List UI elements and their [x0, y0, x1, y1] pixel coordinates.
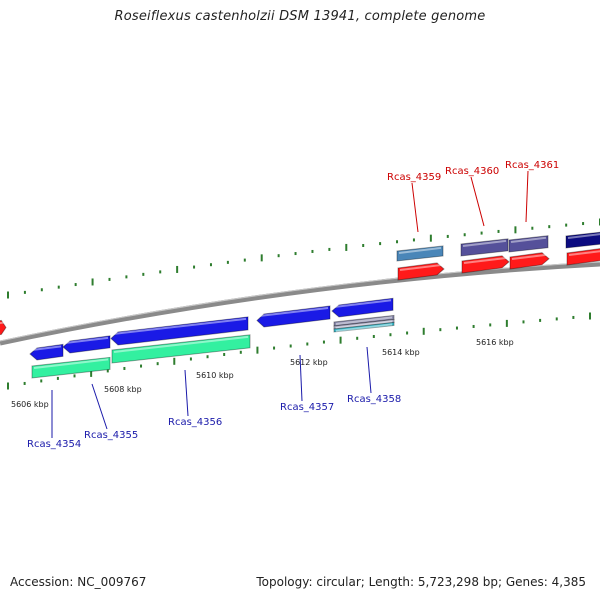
cds-bar [460, 238, 509, 257]
cds-bar [508, 235, 549, 253]
gene-bar-highlight [113, 335, 249, 353]
cds-arrow-highlight [0, 321, 5, 325]
scale-labels: 5606 kbp 5608 kbp 5610 kbp 5612 kbp 5614 kbp… [11, 338, 514, 409]
cds-arrow [331, 297, 394, 318]
cds-arrow-highlight [399, 263, 443, 271]
cds-arrow-highlight [258, 306, 329, 317]
gene-bar-highlight [335, 323, 393, 332]
gene-label: Rcas_4356 [168, 417, 222, 428]
minus-strand-tick-track [7, 312, 591, 390]
cds-arrow-highlight [463, 256, 508, 264]
cds-arrow-highlight [31, 345, 62, 351]
scale-label: 5614 kbp [382, 348, 420, 357]
gene-bar-highlight [335, 316, 393, 325]
accession-text: Accession: NC_009767 [10, 575, 147, 589]
gene-label-leaders [51, 170, 529, 438]
cds-arrow [397, 262, 445, 281]
plus-strand-tick-track [7, 218, 600, 299]
map-title: Roseiflexus castenholzii DSM 13941, comp… [114, 9, 486, 24]
cds-arrow-highlight [64, 336, 109, 344]
cds-arrow [461, 255, 510, 274]
scale-label: 5612 kbp [290, 358, 328, 367]
cds-arrow [29, 343, 64, 361]
leader-line [184, 369, 189, 417]
genome-summary-text: Topology: circular; Length: 5,723,298 bp… [256, 575, 586, 589]
gene-label: Rcas_4359 [387, 172, 441, 183]
scale-label: 5608 kbp [104, 385, 142, 394]
cds-arrow [256, 305, 331, 328]
scale-label: 5606 kbp [11, 400, 49, 409]
cds-arrow [566, 248, 600, 266]
scale-label: 5616 kbp [476, 338, 514, 347]
gene-label: Rcas_4357 [280, 402, 334, 413]
cds-bar [565, 231, 600, 249]
cds-bar [396, 245, 444, 262]
genome-backbone [0, 261, 600, 346]
gene-bar [111, 334, 251, 364]
leader-line [91, 383, 108, 430]
gene-label: Rcas_4355 [84, 430, 138, 441]
cds-bar-highlight [462, 239, 507, 247]
cds-arrow-highlight [568, 250, 600, 256]
gene-label: Rcas_4361 [505, 160, 559, 171]
leader-line [366, 346, 372, 394]
gene-label: Rcas_4354 [27, 439, 81, 450]
cds-arrow-highlight [511, 253, 548, 260]
gene-bar [333, 321, 395, 333]
scale-label: 5610 kbp [196, 371, 234, 380]
leader-line [299, 354, 303, 402]
cds-arrow [0, 319, 7, 336]
cds-bar-highlight [398, 246, 442, 254]
cds-arrow [110, 316, 249, 346]
cds-arrow [509, 252, 550, 270]
leader-line [470, 176, 485, 227]
feature-tracks [0, 231, 600, 379]
gene-label: Rcas_4358 [347, 394, 401, 405]
gene-bar [31, 356, 111, 379]
cds-bar-highlight [510, 236, 547, 243]
cds-bar-highlight [567, 233, 600, 239]
cds-arrow [62, 335, 111, 354]
gene-label: Rcas_4360 [445, 166, 499, 177]
leader-line [411, 182, 419, 233]
cds-arrow-highlight [112, 317, 247, 335]
cds-arrow-highlight [333, 299, 392, 308]
gene-bar-highlight [33, 358, 109, 369]
gene-bar-highlight [335, 320, 393, 329]
leader-line [525, 170, 529, 223]
